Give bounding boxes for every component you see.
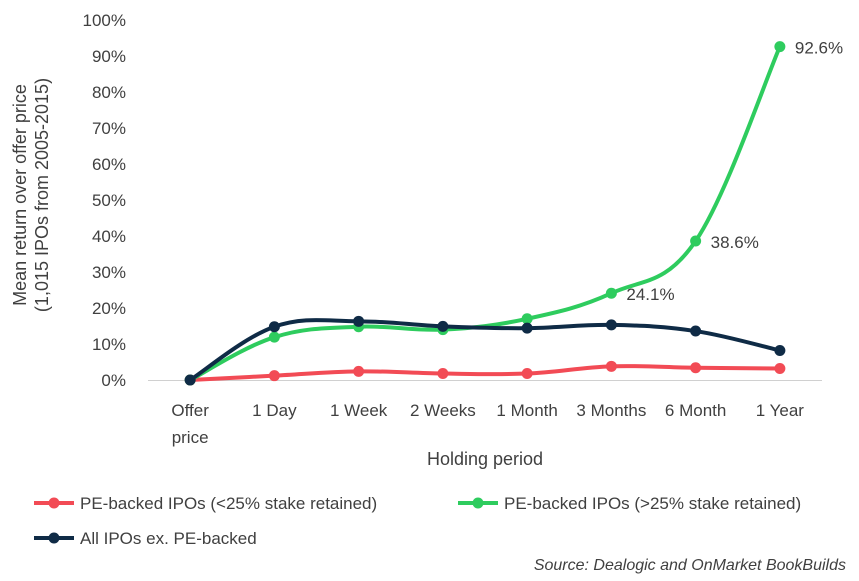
data-point — [268, 370, 280, 382]
series-line — [188, 364, 782, 382]
x-tick-label: 1 Day — [252, 401, 297, 420]
y-axis-title-line: Mean return over offer price — [10, 84, 30, 306]
y-tick-label: 50% — [92, 191, 126, 210]
data-label: 38.6% — [711, 233, 759, 252]
legend-label: PE-backed IPOs (>25% stake retained) — [504, 494, 801, 513]
series-layer — [184, 41, 786, 386]
series-2 — [184, 315, 786, 386]
data-point — [521, 322, 533, 334]
data-point — [184, 374, 196, 386]
y-tick-label: 80% — [92, 83, 126, 102]
y-tick-label: 0% — [101, 371, 126, 390]
data-label: 24.1% — [626, 285, 674, 304]
legend-item: PE-backed IPOs (>25% stake retained) — [458, 494, 801, 513]
x-tick-label: 3 Months — [576, 401, 646, 420]
y-tick-label: 10% — [92, 335, 126, 354]
x-tick-label: 6 Month — [665, 401, 726, 420]
legend: PE-backed IPOs (<25% stake retained) PE-b… — [34, 494, 801, 548]
x-tick-label: 1 Year — [756, 401, 805, 420]
legend-item: All IPOs ex. PE-backed — [34, 529, 257, 548]
data-point — [690, 235, 702, 247]
legend-label: PE-backed IPOs (<25% stake retained) — [80, 494, 377, 513]
y-tick-label: 70% — [92, 119, 126, 138]
data-point — [774, 362, 786, 374]
x-tick-label: 1 Month — [496, 401, 557, 420]
legend-swatch-marker — [472, 497, 484, 509]
data-point — [774, 344, 786, 356]
y-tick-label: 20% — [92, 299, 126, 318]
series-0 — [184, 360, 786, 386]
data-point — [690, 362, 702, 374]
data-point — [690, 325, 702, 337]
x-tick-labels: Offer price 1 Day 1 Week 2 Weeks 1 Month 3 Mon… — [171, 401, 804, 447]
y-axis-title-line: (1,015 IPOs from 2005-2015) — [32, 78, 52, 312]
source-note: Source: Dealogic and OnMarket BookBuilds — [534, 557, 846, 574]
y-tick-label: 40% — [92, 227, 126, 246]
data-labels: 24.1% 38.6% 92.6% — [626, 39, 843, 305]
legend-swatch-marker — [48, 497, 60, 509]
data-point — [268, 321, 280, 333]
data-point — [521, 368, 533, 380]
legend-item: PE-backed IPOs (<25% stake retained) — [34, 494, 377, 513]
x-tick-label: 2 Weeks — [410, 401, 476, 420]
y-axis-title: Mean return over offer price (1,015 IPOs … — [10, 78, 52, 312]
data-point — [437, 320, 449, 332]
x-tick-label: price — [172, 428, 209, 447]
legend-swatch-marker — [48, 532, 60, 544]
y-tick-label: 90% — [92, 47, 126, 66]
y-tick-label: 60% — [92, 155, 126, 174]
x-tick-label: Offer — [171, 401, 209, 420]
data-point — [605, 287, 617, 299]
data-label: 92.6% — [795, 39, 843, 58]
data-point — [437, 368, 449, 380]
data-point — [353, 365, 365, 377]
legend-label: All IPOs ex. PE-backed — [80, 529, 257, 548]
y-tick-label: 100% — [83, 11, 126, 30]
y-tick-labels: 0% 10% 20% 30% 40% 50% 60% 70% 80% 90% 100% — [83, 11, 126, 390]
x-tick-label: 1 Week — [330, 401, 388, 420]
data-point — [268, 331, 280, 343]
data-point — [605, 360, 617, 372]
data-point — [774, 41, 786, 53]
x-axis-title: Holding period — [427, 449, 543, 469]
data-point — [605, 319, 617, 331]
data-point — [353, 315, 365, 327]
data-point — [521, 313, 533, 325]
series-line — [188, 44, 782, 382]
y-tick-label: 30% — [92, 263, 126, 282]
